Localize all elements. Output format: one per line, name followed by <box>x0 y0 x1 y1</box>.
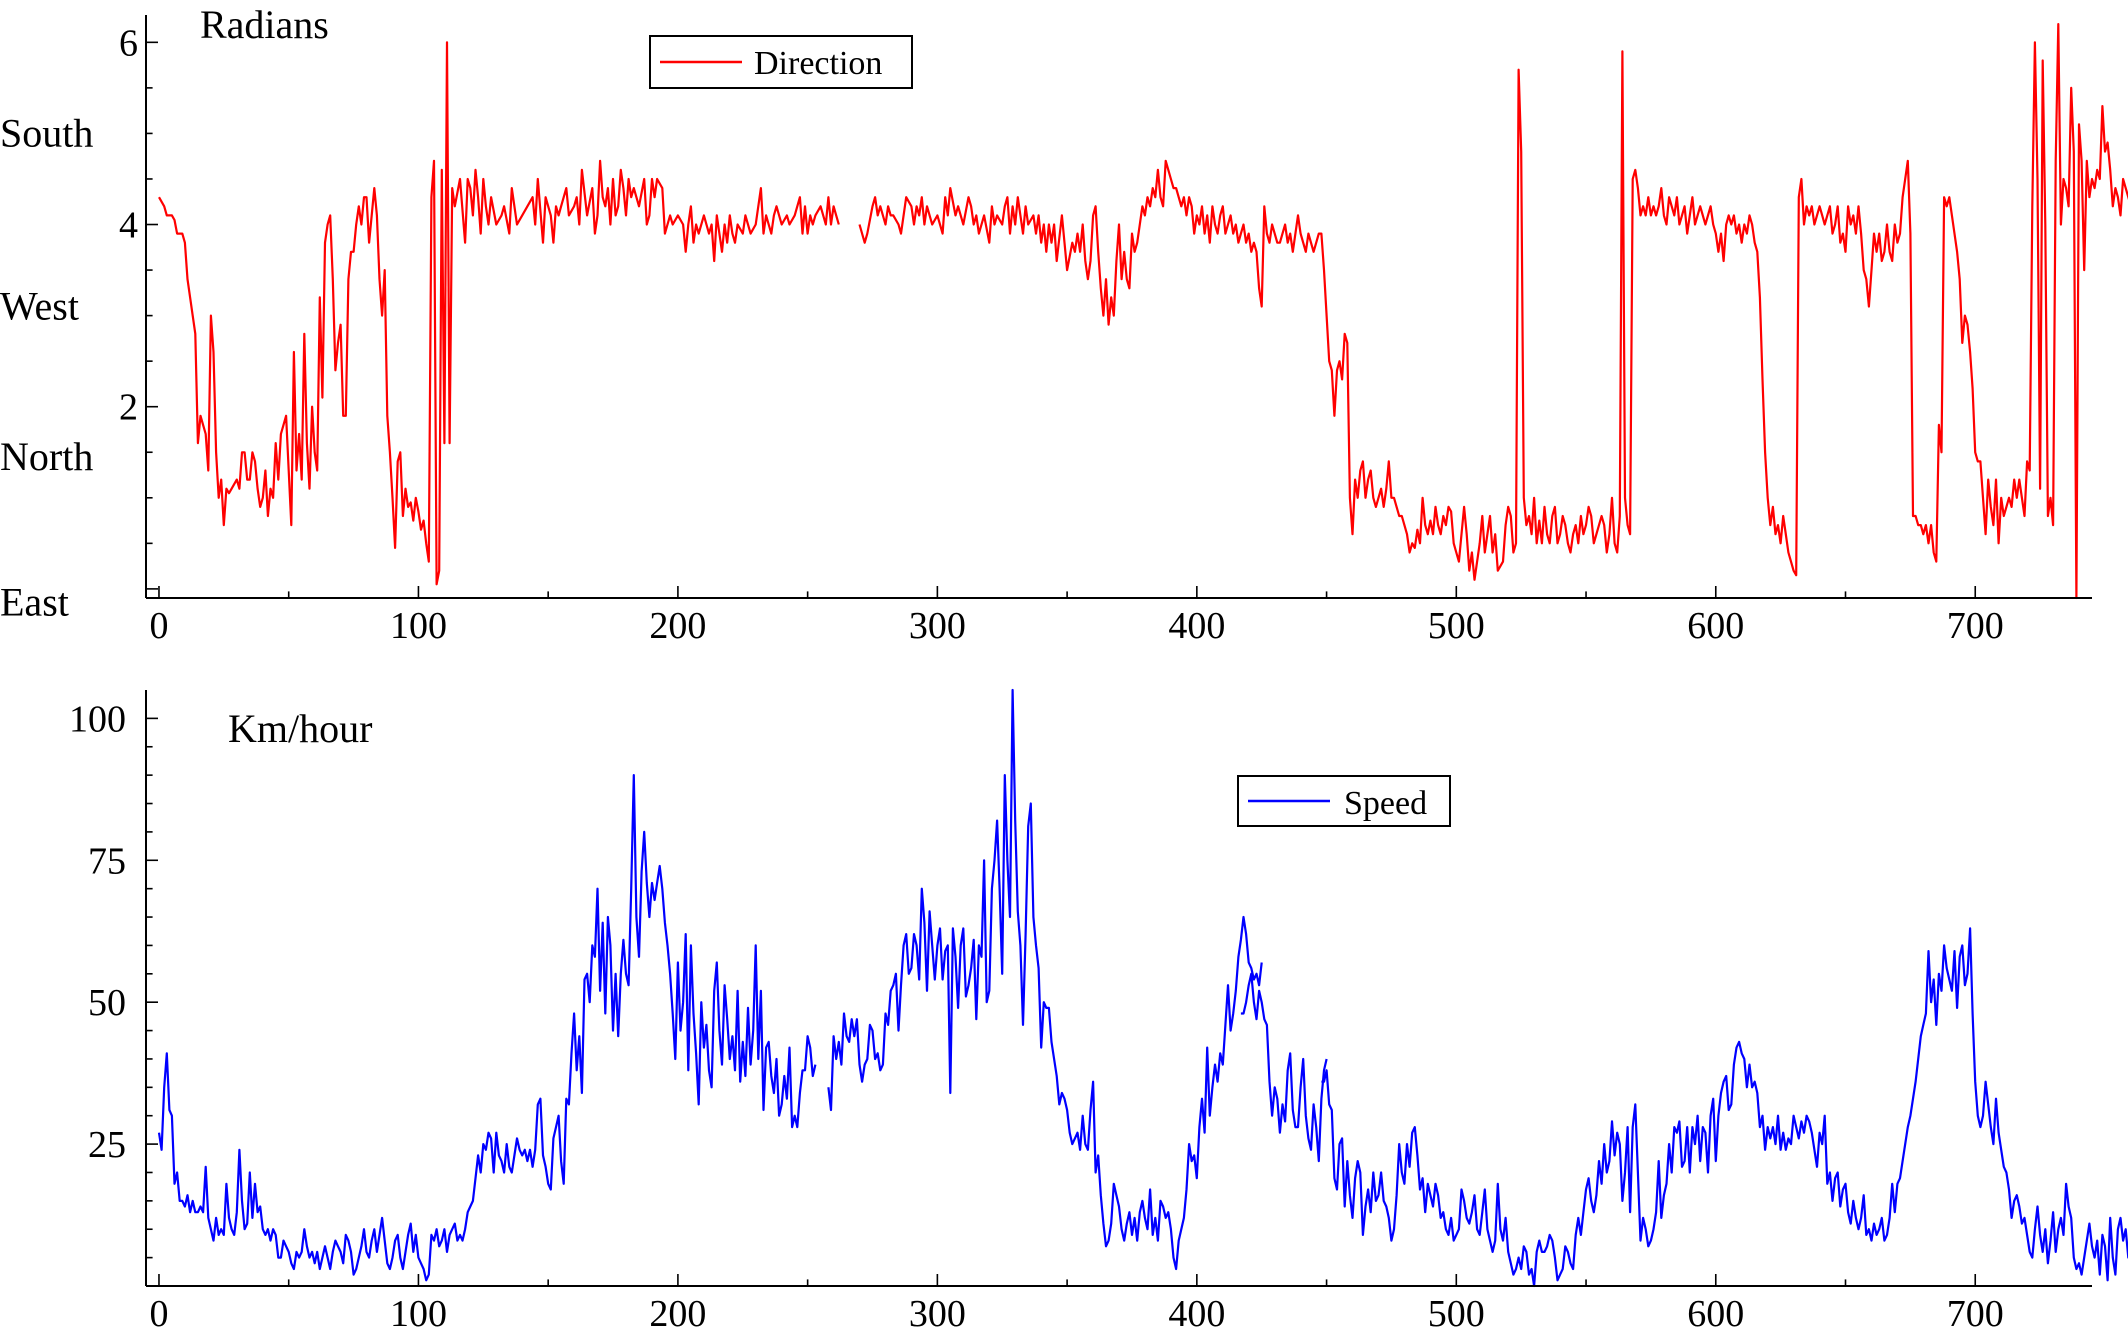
speed-x-tick-label: 700 <box>1947 1293 2004 1330</box>
direction-compass-label: East <box>0 580 69 625</box>
speed-x-tick-label: 600 <box>1687 1293 1744 1330</box>
direction-x-tick-label: 600 <box>1687 605 1744 647</box>
speed-y-tick-label: 75 <box>88 840 126 882</box>
direction-series-line-segment-2 <box>858 23 2128 600</box>
speed-axes <box>145 690 2092 1287</box>
speed-axis-ticks: 0 100 200 300 400 500 600 700 25 50 75 100 <box>69 698 2004 1330</box>
speed-chart: Km/hour 0 100 200 300 400 500 600 700255075100 … <box>69 688 2128 1330</box>
direction-x-tick-label: 400 <box>1168 605 1225 647</box>
direction-compass-label: West <box>0 284 79 329</box>
direction-legend: Direction <box>649 35 913 89</box>
speed-legend: Speed <box>1237 775 1451 827</box>
direction-x-tick-label: 700 <box>1947 605 2004 647</box>
speed-y-tick-label: 50 <box>88 982 126 1024</box>
direction-x-tick-label: 500 <box>1428 605 1485 647</box>
speed-x-tick-label: 300 <box>909 1293 966 1330</box>
direction-x-tick-label: 200 <box>649 605 706 647</box>
speed-series-line-segment-4 <box>1321 927 2128 1288</box>
direction-unit-label: Radians <box>200 2 329 47</box>
speed-series <box>157 688 2128 1288</box>
speed-x-tick-label: 500 <box>1428 1293 1485 1330</box>
direction-axis-ticks: 0 100 200 300 400 500 600 700 2 4 6 South West North E… <box>0 22 2004 647</box>
direction-x-tick-label: 0 <box>149 605 168 647</box>
direction-series-line-segment-1 <box>158 41 840 586</box>
direction-x-tick-label: 300 <box>909 605 966 647</box>
direction-x-tick-label: 100 <box>390 605 447 647</box>
direction-y-tick-label: 2 <box>119 387 138 429</box>
direction-compass-label: North <box>0 434 93 479</box>
direction-chart: Radians 0 100 200 300 400 500 600 700 2 4 6 South We… <box>0 2 2128 647</box>
direction-series <box>158 23 2128 600</box>
speed-y-tick-label: 25 <box>88 1124 126 1166</box>
speed-x-tick-label: 400 <box>1168 1293 1225 1330</box>
speed-y-tick-label: 100 <box>69 698 126 740</box>
speed-series-line-segment-3 <box>1240 972 1328 1163</box>
direction-y-tick-label: 6 <box>119 22 138 64</box>
direction-compass-label: South <box>0 110 93 155</box>
speed-series-line-segment-1 <box>157 774 817 1282</box>
speed-series-line-segment-2 <box>827 688 1263 1271</box>
direction-y-tick-label: 4 <box>119 205 138 247</box>
speed-x-tick-label: 200 <box>649 1293 706 1330</box>
direction-axes <box>145 15 2092 599</box>
speed-legend-label: Speed <box>1344 785 1427 822</box>
direction-legend-label: Direction <box>754 45 882 82</box>
speed-x-tick-label: 0 <box>149 1293 168 1330</box>
speed-unit-label: Km/hour <box>228 706 372 751</box>
speed-x-tick-label: 100 <box>390 1293 447 1330</box>
